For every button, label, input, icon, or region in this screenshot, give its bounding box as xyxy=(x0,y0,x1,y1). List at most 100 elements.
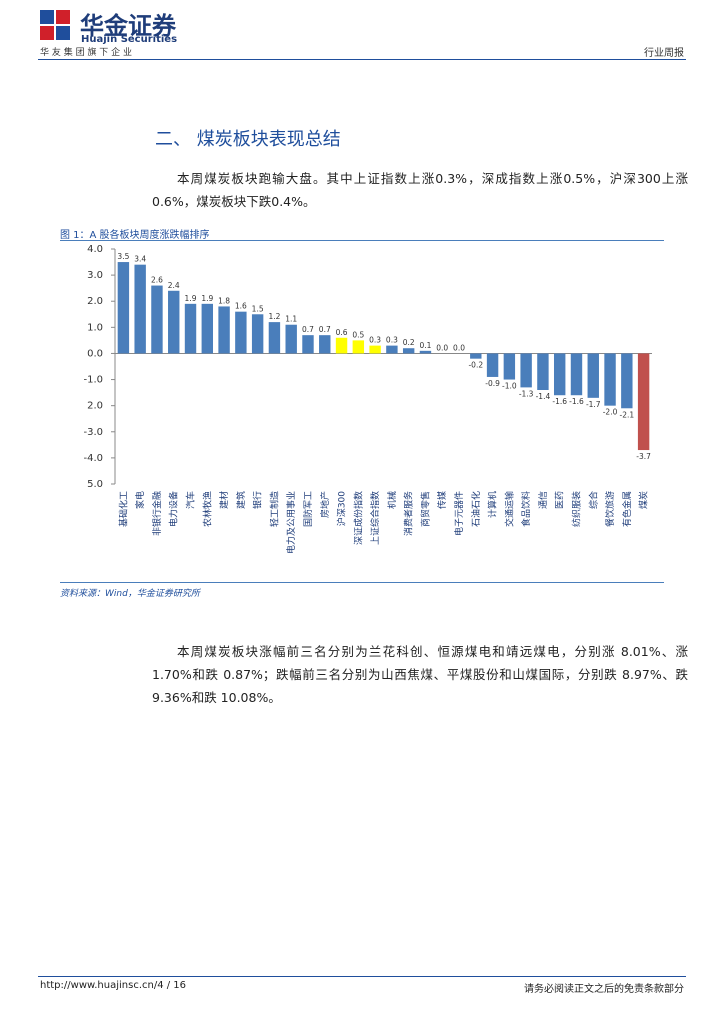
value-label: -1.0 xyxy=(502,382,517,391)
value-label: 0.0 xyxy=(436,343,448,352)
logo-icon xyxy=(40,10,70,40)
x-tick-label: 建材 xyxy=(218,491,230,509)
value-label: 3.4 xyxy=(134,255,146,264)
bar xyxy=(335,337,348,354)
bar xyxy=(470,353,482,359)
source-rule xyxy=(60,582,664,583)
x-tick-label: 电力设备 xyxy=(168,491,180,527)
value-label: 0.3 xyxy=(386,336,398,345)
bar xyxy=(285,324,297,354)
bar xyxy=(201,303,214,354)
x-tick-label: 建筑 xyxy=(235,491,247,509)
section-title: 二、 煤炭板块表现总结 xyxy=(155,129,341,150)
x-tick-label: 国防军工 xyxy=(302,491,314,527)
paragraph: 本周煤炭板块跑输大盘。其中上证指数上涨0.3%，深成指数上涨0.5%，沪深300… xyxy=(152,171,688,209)
x-tick-label: 汽车 xyxy=(185,491,197,509)
figure-source: 资料来源：Wind，华金证券研究所 xyxy=(60,589,200,599)
x-tick-label: 电力及公用事业 xyxy=(285,491,297,554)
logo-english: Huajin Securities xyxy=(81,34,178,45)
x-tick-label: 传媒 xyxy=(436,491,448,509)
value-label: 2.4 xyxy=(168,281,180,290)
value-label: -1.6 xyxy=(569,397,584,406)
x-tick-label: 非银行金融 xyxy=(151,491,163,536)
x-tick-label: 通信 xyxy=(537,491,549,509)
x-tick-label: 医药 xyxy=(555,491,566,509)
bar xyxy=(419,350,432,354)
x-tick-label: 消费者服务 xyxy=(403,491,415,536)
bar xyxy=(604,353,616,406)
caption-rule xyxy=(60,240,664,241)
y-tick-label: 1.0 xyxy=(87,322,103,333)
value-label: 1.8 xyxy=(218,296,230,305)
bar xyxy=(537,353,549,390)
value-label: -0.2 xyxy=(468,361,483,370)
value-label: 0.3 xyxy=(369,336,381,345)
header-rule xyxy=(38,59,686,60)
value-label: 0.5 xyxy=(352,330,364,339)
report-type: 行业周报 xyxy=(644,48,684,59)
value-label: 0.2 xyxy=(403,338,415,347)
value-label: 1.1 xyxy=(285,315,297,324)
value-label: 0.7 xyxy=(319,325,331,334)
bar xyxy=(570,353,583,396)
x-tick-label: 电子元器件 xyxy=(453,491,465,536)
x-tick-label: 机械 xyxy=(386,491,398,509)
value-label: -1.4 xyxy=(536,392,551,401)
value-label: 2.6 xyxy=(151,276,163,285)
value-label: -2.1 xyxy=(620,410,635,419)
x-tick-label: 综合 xyxy=(587,491,599,509)
value-label: 0.7 xyxy=(302,325,314,334)
y-tick-label: 4.0 xyxy=(87,244,103,255)
x-tick-label: 商贸零售 xyxy=(419,491,431,527)
bar xyxy=(168,290,180,354)
x-tick-label: 基础化工 xyxy=(117,491,129,527)
x-tick-label: 上证综合指数 xyxy=(369,491,381,545)
value-label: -2.0 xyxy=(603,408,618,417)
x-tick-label: 餐饮旅游 xyxy=(604,491,616,527)
value-label: -1.7 xyxy=(586,400,601,409)
value-label: 1.9 xyxy=(201,294,213,303)
bar xyxy=(302,335,314,354)
bar xyxy=(151,285,163,354)
x-tick-label: 食品饮料 xyxy=(520,491,532,527)
bar xyxy=(503,353,516,380)
figure-caption: 图 1：A 股各板块周度涨跌幅排序 xyxy=(60,230,210,241)
bar xyxy=(235,311,247,354)
bar xyxy=(268,322,281,354)
y-tick-label: 2.0 xyxy=(87,296,103,307)
bar xyxy=(486,353,499,377)
bar xyxy=(369,345,381,354)
value-label: 0.0 xyxy=(453,343,465,352)
x-tick-label: 深证成份指数 xyxy=(352,491,364,545)
x-tick-label: 纺织服装 xyxy=(570,491,582,527)
x-tick-label: 交通运输 xyxy=(503,491,515,527)
x-tick-label: 银行 xyxy=(252,491,264,509)
x-tick-label: 农林牧渔 xyxy=(201,491,213,527)
value-label: -3.7 xyxy=(636,452,651,461)
chart: 4.0 3.0 2.0 1.0 0.0 -1.0 2.0 -3.0 -4.0 5.0 3.5 基础化工… xyxy=(83,244,652,554)
bar xyxy=(184,303,197,354)
y-tick-label: 3.0 xyxy=(87,270,103,281)
logo-name: 华金证券 xyxy=(80,12,176,40)
x-tick-label: 沪深300 xyxy=(336,491,348,526)
bar xyxy=(134,264,146,354)
paragraph: 本周煤炭板块涨幅前三名分别为兰花科创、恒源煤电和靖远煤电，分别涨 8.01%、涨… xyxy=(152,644,688,705)
value-label: 3.5 xyxy=(117,252,129,261)
value-label: -1.6 xyxy=(552,397,567,406)
footer-disclaimer: 请务必阅读正文之后的免责条款部分 xyxy=(524,984,684,995)
y-tick-label: 5.0 xyxy=(87,479,103,490)
x-tick-label: 家电 xyxy=(134,491,146,509)
value-label: 0.6 xyxy=(336,328,348,337)
y-tick-label: -1.0 xyxy=(83,375,103,386)
bar xyxy=(553,353,566,396)
bar xyxy=(402,348,415,354)
x-tick-label: 煤炭 xyxy=(638,491,650,509)
bar xyxy=(352,340,365,354)
bar xyxy=(117,262,130,354)
value-label: 0.1 xyxy=(419,341,431,350)
bar xyxy=(587,353,599,398)
slogan: 华 友 集 团 旗 下 企 业 xyxy=(40,48,133,58)
bar xyxy=(251,314,264,354)
bar xyxy=(319,335,331,354)
y-tick-label: 0.0 xyxy=(87,348,103,359)
